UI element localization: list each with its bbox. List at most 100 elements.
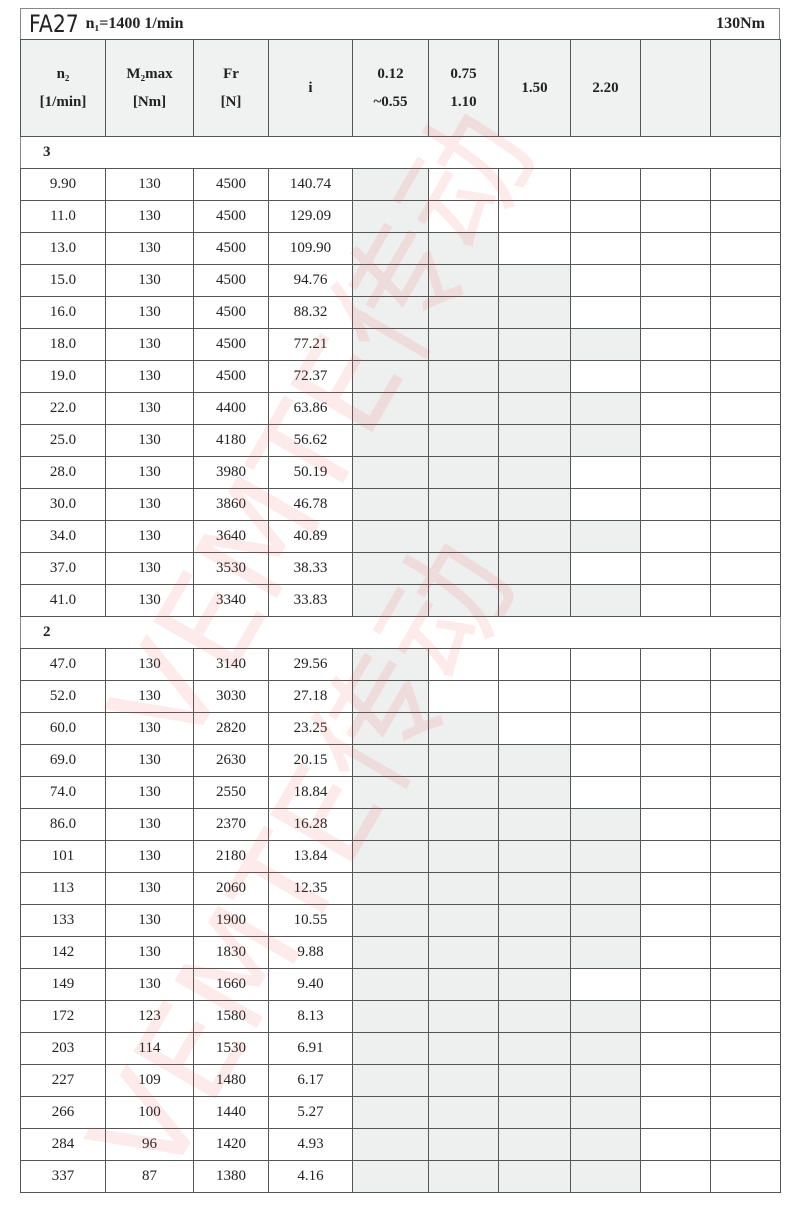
motor-power-cell [640, 200, 711, 233]
table-row: 28.0 130 3980 50.19 [20, 456, 781, 489]
motor-power-cell [570, 584, 641, 617]
fr-cell: 4400 [193, 392, 269, 425]
motor-power-cell [352, 1032, 429, 1065]
fr-cell: 1480 [193, 1064, 269, 1097]
motor-power-cell [640, 552, 711, 585]
motor-power-cell [710, 520, 781, 553]
ratio-cell: 88.32 [268, 296, 353, 329]
motor-power-cell [640, 232, 711, 265]
motor-power-cell [710, 552, 781, 585]
gear-motor-table-page: FA27 n₁=1400 1/min 130Nm n₂ [1/min] M₂max [… [20, 8, 781, 1193]
motor-power-cell [498, 776, 571, 809]
n2-cell: 69.0 [20, 744, 106, 777]
motor-power-cell [352, 424, 429, 457]
motor-power-cell [498, 328, 571, 361]
n2-cell: 113 [20, 872, 106, 905]
motor-power-cell [640, 296, 711, 329]
ratio-cell: 4.93 [268, 1128, 353, 1161]
motor-power-cell [428, 872, 499, 905]
motor-power-cell [352, 840, 429, 873]
n2-cell: 337 [20, 1160, 106, 1193]
m2max-cell: 100 [105, 1096, 194, 1129]
header-text: [1/min] [39, 94, 87, 110]
table-row: 18.0 130 4500 77.21 [20, 328, 781, 361]
table-row: 337 87 1380 4.16 [20, 1160, 781, 1193]
motor-power-cell [428, 1000, 499, 1033]
motor-power-cell [352, 904, 429, 937]
table-row: 203 114 1530 6.91 [20, 1032, 781, 1065]
n2-cell: 37.0 [20, 552, 106, 585]
motor-power-cell [498, 456, 571, 489]
m2max-cell: 130 [105, 872, 194, 905]
motor-power-cell [428, 776, 499, 809]
table-row: 86.0 130 2370 16.28 [20, 808, 781, 841]
header-text: 0.12 [377, 66, 404, 82]
motor-power-cell [428, 520, 499, 553]
motor-power-cell [570, 1000, 641, 1033]
motor-power-cell [428, 904, 499, 937]
motor-power-cell [710, 584, 781, 617]
fr-cell: 3030 [193, 680, 269, 713]
ratio-cell: 72.37 [268, 360, 353, 393]
motor-power-cell [428, 488, 499, 521]
motor-power-cell [428, 648, 499, 681]
n2-cell: 19.0 [20, 360, 106, 393]
fr-cell: 4500 [193, 200, 269, 233]
motor-power-cell [498, 296, 571, 329]
fr-cell: 4180 [193, 424, 269, 457]
motor-power-cell [710, 1128, 781, 1161]
title-bar: FA27 n₁=1400 1/min 130Nm [20, 8, 780, 39]
ratio-cell: 33.83 [268, 584, 353, 617]
motor-power-cell [570, 872, 641, 905]
motor-power-cell [428, 936, 499, 969]
motor-power-cell [710, 680, 781, 713]
table-row: 30.0 130 3860 46.78 [20, 488, 781, 521]
motor-power-cell [352, 264, 429, 297]
motor-power-cell [710, 264, 781, 297]
fr-cell: 2060 [193, 872, 269, 905]
input-speed: n₁=1400 1/min [85, 15, 184, 32]
fr-cell: 1530 [193, 1032, 269, 1065]
table-row: 34.0 130 3640 40.89 [20, 520, 781, 553]
m2max-cell: 130 [105, 712, 194, 745]
motor-power-cell [352, 1064, 429, 1097]
motor-power-cell [570, 680, 641, 713]
motor-power-cell [428, 1032, 499, 1065]
motor-power-cell [352, 168, 429, 201]
fr-cell: 1830 [193, 936, 269, 969]
n2-cell: 266 [20, 1096, 106, 1129]
m2max-cell: 130 [105, 328, 194, 361]
motor-power-cell [498, 904, 571, 937]
motor-power-cell [570, 264, 641, 297]
motor-power-cell [570, 360, 641, 393]
header-text: 1.10 [450, 94, 477, 110]
header-text: M₂max [126, 66, 173, 82]
motor-power-cell [498, 968, 571, 1001]
motor-power-cell [428, 1128, 499, 1161]
header-text: i [308, 80, 313, 96]
motor-power-cell [710, 872, 781, 905]
fr-cell: 2180 [193, 840, 269, 873]
motor-power-cell [570, 232, 641, 265]
m2max-cell: 130 [105, 360, 194, 393]
table-row: 41.0 130 3340 33.83 [20, 584, 781, 617]
motor-power-cell [570, 552, 641, 585]
ratio-cell: 12.35 [268, 872, 353, 905]
ratio-cell: 5.27 [268, 1096, 353, 1129]
motor-power-cell [710, 328, 781, 361]
m2max-cell: 130 [105, 776, 194, 809]
motor-power-cell [498, 360, 571, 393]
table-row: 22.0 130 4400 63.86 [20, 392, 781, 425]
motor-power-cell [640, 488, 711, 521]
motor-power-cell [352, 872, 429, 905]
motor-power-cell [498, 520, 571, 553]
m2max-cell: 130 [105, 680, 194, 713]
motor-power-cell [352, 392, 429, 425]
fr-cell: 1380 [193, 1160, 269, 1193]
fr-cell: 1660 [193, 968, 269, 1001]
motor-power-cell [570, 456, 641, 489]
fr-cell: 4500 [193, 328, 269, 361]
ratio-cell: 46.78 [268, 488, 353, 521]
n2-cell: 74.0 [20, 776, 106, 809]
ratio-cell: 10.55 [268, 904, 353, 937]
